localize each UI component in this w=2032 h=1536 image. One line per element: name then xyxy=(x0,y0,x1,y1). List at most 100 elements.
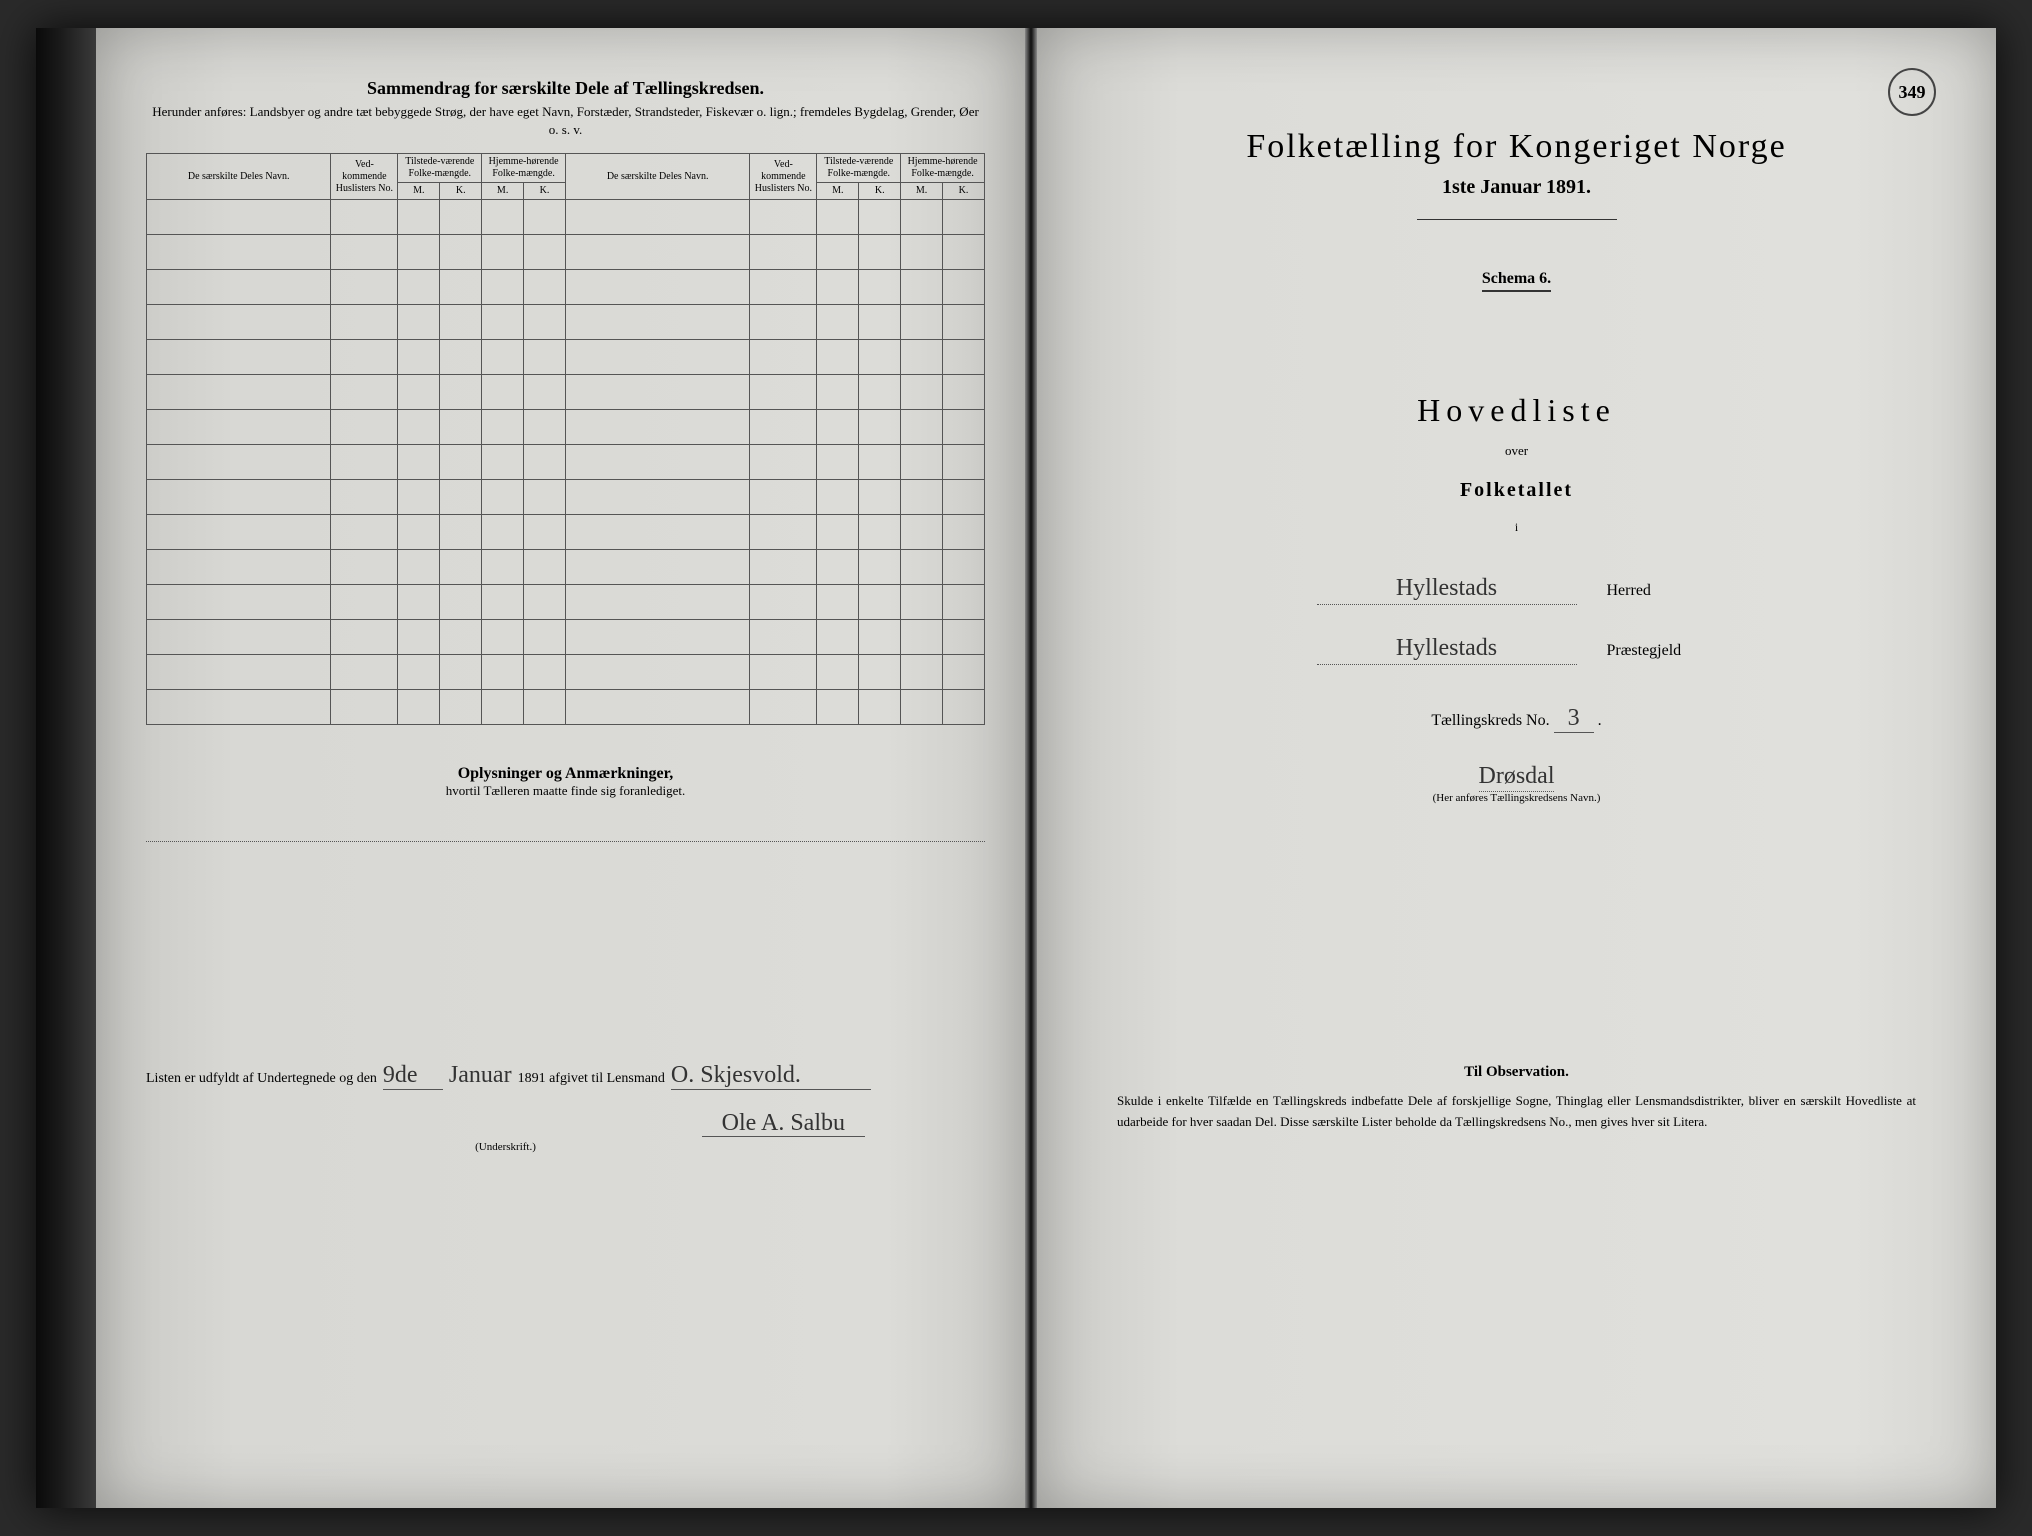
table-cell xyxy=(147,445,331,480)
kreds-no: 3 xyxy=(1554,705,1594,733)
table-cell xyxy=(331,200,398,235)
table-cell xyxy=(943,375,985,410)
table-cell xyxy=(750,655,817,690)
table-cell xyxy=(524,550,566,585)
left-subtitle: Herunder anføres: Landsbyer og andre tæt… xyxy=(146,103,985,139)
table-cell xyxy=(817,515,859,550)
table-row xyxy=(147,305,985,340)
table-cell xyxy=(331,375,398,410)
table-cell xyxy=(398,305,440,340)
th-k: K. xyxy=(943,183,985,200)
table-cell xyxy=(524,445,566,480)
table-cell xyxy=(482,305,524,340)
remarks-line xyxy=(146,809,985,842)
praestegjeld-label: Præstegjeld xyxy=(1607,642,1717,660)
table-cell xyxy=(943,445,985,480)
table-cell xyxy=(524,200,566,235)
table-row xyxy=(147,480,985,515)
table-cell xyxy=(482,270,524,305)
table-cell xyxy=(440,305,482,340)
table-cell xyxy=(440,690,482,725)
table-cell xyxy=(817,620,859,655)
kreds-period: . xyxy=(1598,712,1602,729)
signature-area: Listen er udfyldt af Undertegnede og den… xyxy=(146,1062,985,1090)
praestegjeld-row: Hyllestads Præstegjeld xyxy=(1097,635,1936,665)
table-cell xyxy=(943,690,985,725)
table-cell xyxy=(482,375,524,410)
table-cell xyxy=(817,340,859,375)
right-content: Folketælling for Kongeriget Norge 1ste J… xyxy=(1097,88,1936,1133)
kreds-name-row: Drøsdal (Her anføres Tællingskredsens Na… xyxy=(1097,763,1936,804)
table-cell xyxy=(147,410,331,445)
table-cell xyxy=(817,235,859,270)
table-cell xyxy=(482,480,524,515)
table-cell xyxy=(147,515,331,550)
table-cell xyxy=(901,270,943,305)
table-cell xyxy=(901,305,943,340)
census-table: De særskilte Deles Navn. Ved-kommende Hu… xyxy=(146,153,985,725)
table-cell xyxy=(943,270,985,305)
rule xyxy=(1417,219,1617,220)
date-line: 1ste Januar 1891. xyxy=(1097,176,1936,199)
left-title: Sammendrag for særskilte Dele af Tælling… xyxy=(146,78,985,99)
table-cell xyxy=(482,690,524,725)
table-cell xyxy=(440,410,482,445)
table-row xyxy=(147,375,985,410)
table-cell xyxy=(331,620,398,655)
table-cell xyxy=(859,655,901,690)
table-cell xyxy=(750,480,817,515)
table-cell xyxy=(943,515,985,550)
table-cell xyxy=(398,480,440,515)
table-cell xyxy=(817,480,859,515)
sig-under: (Underskrift.) xyxy=(146,1141,865,1153)
th-resident: Hjemme-hørende Folke-mængde. xyxy=(482,154,566,183)
kreds-name: Drøsdal xyxy=(1479,763,1555,792)
table-cell xyxy=(943,655,985,690)
table-cell xyxy=(817,410,859,445)
hovedliste: Hovedliste xyxy=(1097,392,1936,429)
table-cell xyxy=(398,340,440,375)
table-cell xyxy=(482,620,524,655)
table-cell xyxy=(147,690,331,725)
table-cell xyxy=(331,445,398,480)
table-cell xyxy=(147,235,331,270)
table-cell xyxy=(565,690,749,725)
table-cell xyxy=(440,515,482,550)
table-cell xyxy=(859,515,901,550)
sig-prefix: Listen er udfyldt af Undertegnede og den xyxy=(146,1071,377,1087)
table-row xyxy=(147,585,985,620)
table-cell xyxy=(147,550,331,585)
table-cell xyxy=(859,550,901,585)
table-cell xyxy=(901,620,943,655)
table-row xyxy=(147,200,985,235)
table-cell xyxy=(901,235,943,270)
th-m: M. xyxy=(901,183,943,200)
table-cell xyxy=(750,690,817,725)
th-m: M. xyxy=(398,183,440,200)
table-cell xyxy=(398,515,440,550)
table-cell xyxy=(331,410,398,445)
sig-name1: O. Skjesvold. xyxy=(671,1062,871,1090)
table-cell xyxy=(859,445,901,480)
table-cell xyxy=(331,235,398,270)
table-cell xyxy=(901,690,943,725)
table-cell xyxy=(524,655,566,690)
table-cell xyxy=(817,445,859,480)
table-cell xyxy=(859,270,901,305)
table-cell xyxy=(398,200,440,235)
table-cell xyxy=(901,410,943,445)
obs-title: Til Observation. xyxy=(1097,1064,1936,1081)
kreds-row: Tællingskreds No. 3 . xyxy=(1097,705,1936,733)
folketallet: Folketallet xyxy=(1097,479,1936,502)
table-cell xyxy=(901,480,943,515)
table-cell xyxy=(859,585,901,620)
th-no-2: Ved-kommende Huslisters No. xyxy=(750,154,817,200)
table-cell xyxy=(147,655,331,690)
book-gutter xyxy=(1025,28,1037,1508)
table-cell xyxy=(750,445,817,480)
table-row xyxy=(147,410,985,445)
table-cell xyxy=(565,585,749,620)
table-cell xyxy=(398,375,440,410)
th-k: K. xyxy=(524,183,566,200)
table-cell xyxy=(398,585,440,620)
